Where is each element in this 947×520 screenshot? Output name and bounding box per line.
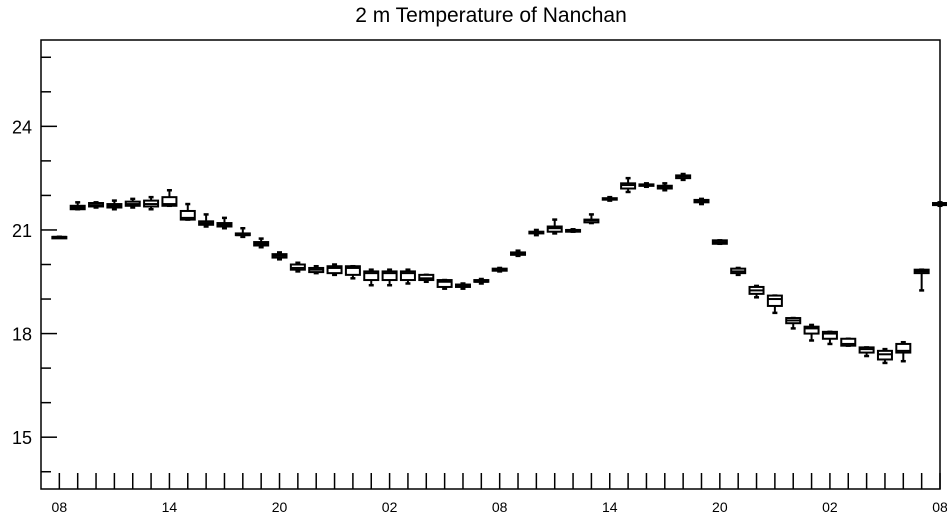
box-body xyxy=(840,337,857,347)
box-item xyxy=(308,264,325,275)
box-item xyxy=(546,218,563,235)
box-item xyxy=(51,235,68,240)
box-item xyxy=(88,201,105,209)
box-item xyxy=(143,195,160,211)
chart-title: 2 m Temperature of Nanchan xyxy=(355,4,627,27)
box-item xyxy=(363,268,380,287)
x-tick-label: 14 xyxy=(162,499,178,515)
box-item xyxy=(766,294,783,315)
box-item xyxy=(803,323,820,342)
box-item xyxy=(656,182,673,192)
y-tick-label: 15 xyxy=(12,428,32,448)
box-item xyxy=(583,213,600,225)
box-item xyxy=(473,277,490,285)
box-body xyxy=(803,325,820,335)
x-tick-label: 08 xyxy=(52,499,68,515)
x-tick-label: 02 xyxy=(822,499,838,515)
box-item xyxy=(454,282,471,290)
box-item xyxy=(895,340,912,363)
x-tick-label: 08 xyxy=(492,499,508,515)
box-item xyxy=(876,347,893,365)
x-axis: 08 14 20 02 08 14 20 02 08 xyxy=(52,473,947,515)
box-item xyxy=(381,268,398,287)
box-item xyxy=(106,199,123,211)
box-item xyxy=(234,226,251,239)
y-tick-label: 24 xyxy=(12,117,32,137)
box-item xyxy=(179,202,196,221)
box-item xyxy=(785,316,802,330)
box-body xyxy=(326,265,343,275)
box-item xyxy=(436,278,453,290)
box-item xyxy=(528,228,545,237)
box-item xyxy=(198,213,215,228)
box-item xyxy=(601,195,618,202)
box-item xyxy=(69,201,86,211)
box-item xyxy=(858,346,875,358)
box-body xyxy=(344,265,361,276)
x-tick-label: 20 xyxy=(272,499,288,515)
box-item xyxy=(620,176,637,194)
box-body xyxy=(363,270,380,282)
box-item xyxy=(418,273,435,284)
box-item xyxy=(638,182,655,189)
y-tick-label: 18 xyxy=(12,325,32,345)
box-item xyxy=(932,201,947,208)
box-item xyxy=(840,337,857,347)
box-series xyxy=(51,172,947,365)
box-body xyxy=(436,279,453,288)
y-axis: 15 18 21 24 xyxy=(12,56,57,473)
box-item xyxy=(913,268,930,292)
x-tick-label: 14 xyxy=(602,499,618,515)
x-tick-label: 20 xyxy=(712,499,728,515)
plot-frame xyxy=(40,39,941,490)
box-item xyxy=(491,266,508,273)
box-item xyxy=(216,216,233,230)
box-item xyxy=(675,172,692,182)
box-item xyxy=(748,284,765,299)
box-body xyxy=(399,270,416,282)
box-item xyxy=(289,261,306,273)
box-item xyxy=(711,239,728,246)
x-tick-label: 08 xyxy=(932,499,947,515)
box-body xyxy=(381,270,398,282)
x-tick-label: 02 xyxy=(382,499,398,515)
box-item xyxy=(693,197,710,206)
box-item xyxy=(399,268,416,285)
box-body xyxy=(895,342,912,354)
box-item xyxy=(161,188,178,208)
box-item xyxy=(821,330,838,346)
box-item xyxy=(124,197,141,209)
box-item xyxy=(344,264,361,280)
box-body xyxy=(161,196,178,207)
box-body xyxy=(179,209,196,221)
box-item xyxy=(271,251,288,261)
box-body xyxy=(821,330,838,340)
box-item xyxy=(253,237,270,249)
box-body xyxy=(766,294,783,307)
y-tick-label: 21 xyxy=(12,221,32,241)
box-item xyxy=(565,228,582,233)
box-item xyxy=(326,263,343,277)
box-item xyxy=(730,266,747,277)
box-item xyxy=(510,249,527,258)
